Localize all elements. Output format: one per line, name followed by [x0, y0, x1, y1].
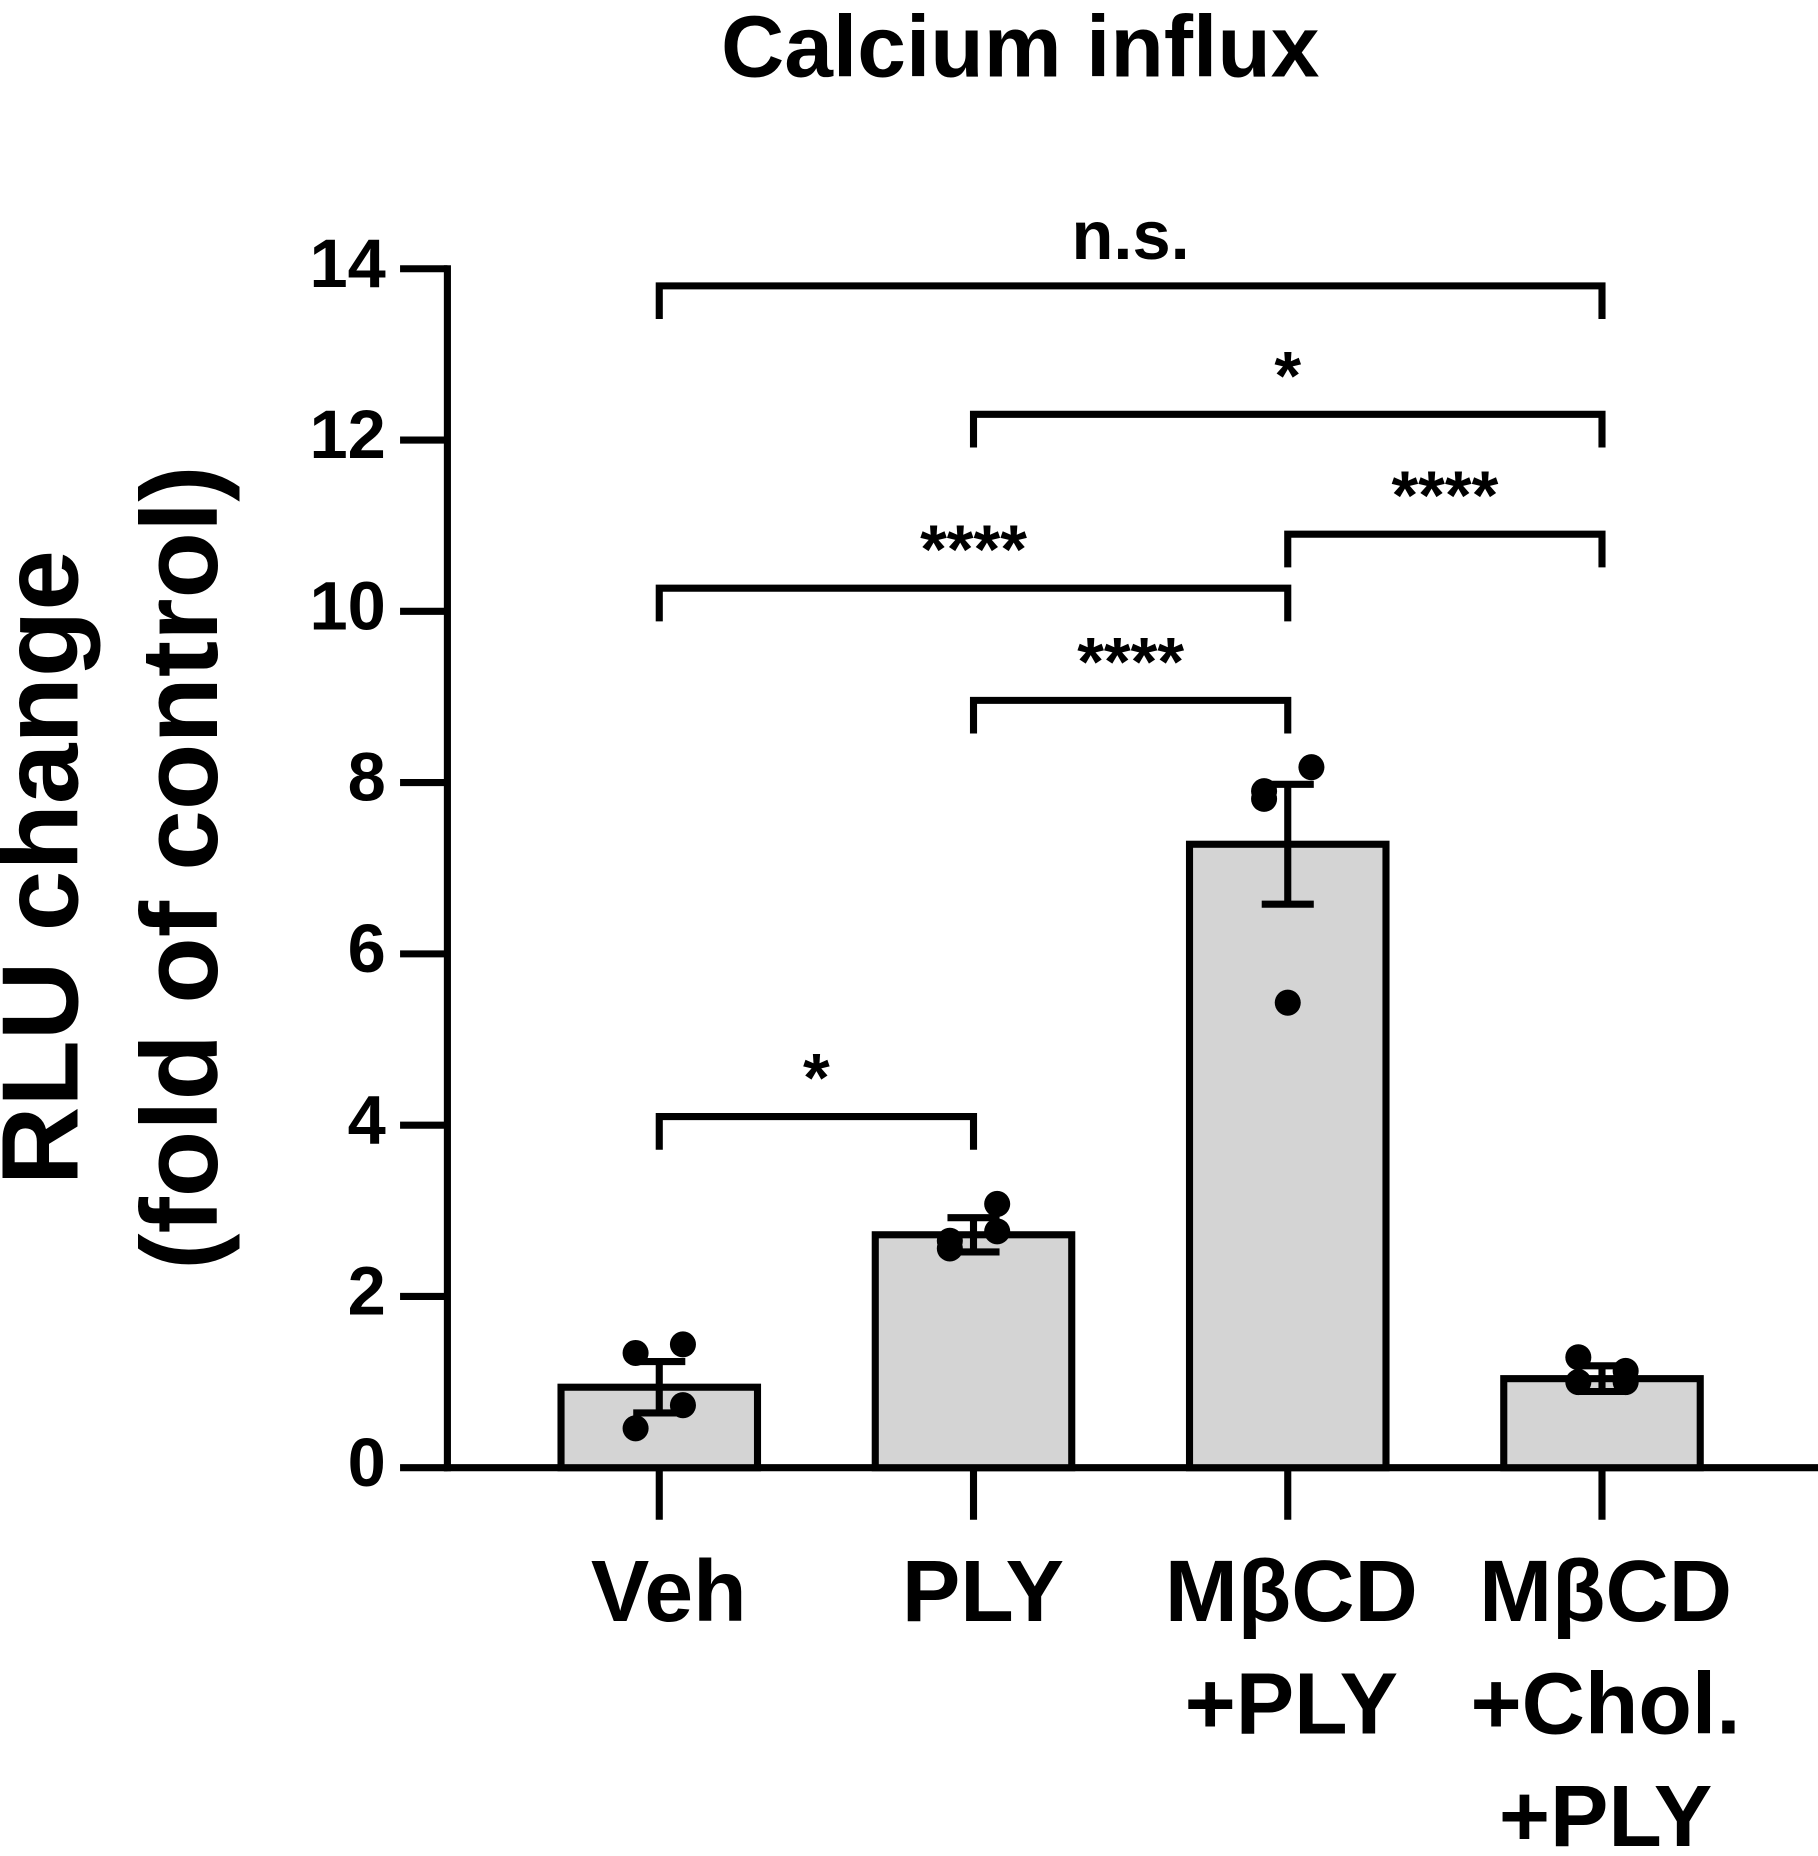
x-tick-label-line: MβCD	[1479, 1542, 1732, 1640]
data-point	[1612, 1369, 1639, 1396]
data-point	[622, 1415, 649, 1442]
y-tick-label: 4	[348, 1081, 386, 1158]
y-tick-label: 6	[348, 910, 386, 987]
x-tick-label: Veh	[591, 1542, 747, 1640]
x-tick-label-line: MβCD	[1165, 1542, 1418, 1640]
y-axis-label: RLU change (fold of control)	[0, 466, 241, 1270]
y-axis-label-line: (fold of control)	[119, 466, 241, 1270]
x-tick-label-line: +PLY	[1185, 1654, 1398, 1752]
significance-bracket	[969, 410, 1606, 448]
x-tick-label-line: +PLY	[1499, 1767, 1712, 1856]
significance-label: *	[803, 1040, 830, 1117]
significance-bracket	[655, 282, 1606, 320]
y-tick-label: 0	[348, 1424, 386, 1501]
data-point	[1251, 785, 1278, 812]
significance-bracket	[655, 1113, 978, 1150]
data-point	[936, 1227, 963, 1254]
significance-label: ****	[1077, 623, 1184, 700]
y-tick-label: 14	[310, 225, 386, 302]
significance-label: n.s.	[1072, 197, 1190, 274]
data-point	[1565, 1344, 1592, 1371]
significance-label: ****	[1391, 457, 1498, 534]
significance-bracket	[969, 696, 1292, 734]
x-tick-label: MβCD +Chol. +PLY	[1471, 1542, 1741, 1856]
data-point	[984, 1190, 1011, 1217]
data-point	[669, 1331, 696, 1358]
significance-label: ****	[920, 511, 1027, 588]
x-tick-label-line: PLY	[902, 1542, 1064, 1640]
significance-bracket	[1284, 530, 1606, 568]
chart-title: Calcium influx	[721, 0, 1320, 95]
y-axis-label-line: RLU change	[0, 550, 101, 1185]
y-tick-label: 8	[348, 739, 386, 816]
significance-bracket	[655, 584, 1292, 622]
data-point	[1565, 1369, 1592, 1396]
data-point	[1274, 989, 1301, 1016]
x-tick-label-line: +Chol.	[1471, 1654, 1741, 1752]
bar	[871, 1231, 1076, 1472]
y-tick-label: 12	[310, 396, 386, 473]
x-tick-label-line: Veh	[591, 1542, 747, 1640]
significance-label: *	[1274, 337, 1301, 414]
data-point	[669, 1392, 696, 1419]
data-point	[984, 1218, 1011, 1245]
bar	[1185, 840, 1390, 1472]
data-point	[622, 1339, 649, 1366]
y-tick-label: 10	[310, 567, 386, 644]
data-point	[1298, 754, 1325, 781]
x-tick-label: PLY	[902, 1542, 1064, 1640]
x-tick-label: MβCD +PLY	[1165, 1542, 1418, 1752]
y-tick-label: 2	[348, 1253, 386, 1330]
